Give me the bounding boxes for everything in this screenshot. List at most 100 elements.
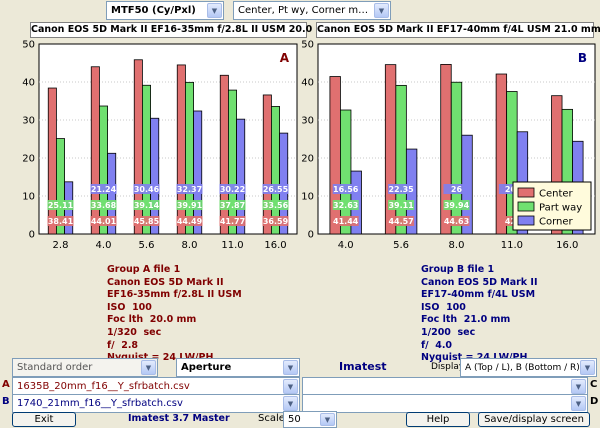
bar-center (219, 74, 229, 235)
means-selector[interactable]: Center, Pt wy, Corner means ▼ (233, 1, 391, 20)
version-label: Imatest 3.7 Master (128, 413, 230, 424)
info-line: EF17-40mm f/4L USM (421, 289, 536, 301)
bar-part-way (395, 84, 407, 235)
chevron-down-icon[interactable]: ▼ (580, 360, 595, 375)
data-label-bg (332, 184, 359, 194)
info-line: Nyquist = 24 LW/PH (421, 352, 527, 364)
info-line: Group B file 1 (421, 264, 495, 275)
panel-a-title: Canon EOS 5D Mark II EF16-35mm f/2.8L II… (30, 22, 335, 38)
data-label-bg (176, 184, 203, 194)
data-label-bg (47, 200, 74, 210)
chart-a: 0 10 20 30 40 50 A 2.8 4.0 5.6 8.0 11.0 16.0 38.41 25.… (22, 40, 298, 250)
data-label: 39.91 (177, 201, 203, 210)
data-label: 39.94 (444, 201, 470, 210)
bar-corner (193, 110, 203, 235)
x-tick-label: 16.0 (264, 240, 286, 250)
data-label: 33.68 (91, 201, 117, 210)
mtf-selector-value: MTF50 (Cy/Pxl) (111, 5, 196, 16)
data-label: 44.63 (444, 217, 469, 226)
data-label-bg (176, 200, 203, 210)
save-display-button[interactable]: Save/display screen (478, 412, 590, 427)
x-axis-selector[interactable]: Aperture ▼ (176, 358, 300, 377)
file-b-selector[interactable]: 1740_21mm_f16__Y_sfrbatch.csv ▼ (12, 394, 300, 413)
data-label: 26. (505, 185, 519, 194)
data-label-bg (90, 184, 117, 194)
bar-part-way (340, 109, 352, 235)
data-label-bg (498, 184, 525, 194)
file-d-label: D (590, 396, 599, 407)
y-tick-label: 50 (22, 40, 35, 51)
mtf-selector[interactable]: MTF50 (Cy/Pxl) ▼ (106, 1, 224, 20)
y-tick-label: 40 (22, 78, 35, 89)
x-tick-label: 4.0 (96, 240, 112, 250)
chevron-down-icon[interactable]: ▼ (207, 3, 222, 18)
data-label: 38.41 (48, 217, 74, 226)
x-tick-label: 5.6 (393, 240, 409, 250)
group-a-info: Group A file 1 Canon EOS 5D Mark II EF16-3… (107, 264, 242, 365)
data-label: 44.01 (91, 217, 117, 226)
group-b-info: Group B file 1 Canon EOS 5D Mark II EF17-4… (421, 264, 538, 365)
bar-part-way (142, 84, 151, 235)
x-tick-label: 16.0 (556, 240, 578, 250)
legend-label: Center (539, 189, 574, 200)
data-label: 21.24 (91, 185, 117, 194)
data-label-bg (219, 216, 246, 226)
bar-corner (150, 117, 160, 235)
x-tick-label: 11.0 (221, 240, 243, 250)
y-tick-label: 10 (301, 192, 314, 203)
file-b-label: B (2, 396, 10, 407)
scale-value: 50 (288, 414, 301, 425)
y-tick-label: 30 (301, 116, 314, 127)
scale-selector[interactable]: 50 ▼ (283, 411, 337, 428)
data-label: 16.56 (333, 185, 359, 194)
file-c-label: C (590, 379, 598, 390)
chevron-down-icon[interactable]: ▼ (374, 3, 389, 18)
chevron-down-icon[interactable]: ▼ (571, 396, 586, 411)
bar-center (329, 76, 341, 235)
x-tick-label: 8.0 (182, 240, 198, 250)
chevron-down-icon[interactable]: ▼ (141, 360, 156, 375)
x-tick-label: 2.8 (53, 240, 69, 250)
file-d-selector[interactable]: ▼ (302, 394, 588, 413)
info-line: Group A file 1 (107, 264, 181, 275)
data-label: 26.55 (263, 185, 289, 194)
data-label-bg (498, 216, 525, 226)
chevron-down-icon[interactable]: ▼ (283, 379, 298, 394)
info-line: f/ 4.0 (421, 339, 453, 351)
legend-label: Part way (539, 203, 582, 214)
bar-center (262, 94, 272, 235)
y-tick-label: 50 (301, 40, 314, 51)
data-label-bg (262, 200, 289, 210)
data-label-bg (90, 216, 117, 226)
bar-part-way (99, 105, 108, 235)
y-tick-label: 10 (22, 192, 35, 203)
order-selector[interactable]: Standard order ▼ (12, 358, 158, 377)
app-name: Imatest (339, 360, 387, 373)
data-label-bg (443, 184, 470, 194)
display-selector[interactable]: A (Top / L), B (Bottom / R) ▼ (460, 358, 597, 377)
data-label-bg (133, 184, 160, 194)
chevron-down-icon[interactable]: ▼ (320, 413, 335, 426)
info-line: EF16-35mm f/2.8L II USM (107, 289, 242, 301)
help-button[interactable]: Help (406, 412, 470, 427)
data-label-bg (388, 216, 415, 226)
chevron-down-icon[interactable]: ▼ (571, 379, 586, 394)
info-line: ISO 100 (421, 301, 466, 313)
bar-corner (279, 132, 289, 235)
data-label-bg (388, 200, 415, 210)
data-label-bg (262, 184, 289, 194)
panel-letter: B (578, 51, 587, 65)
exit-button[interactable]: Exit (12, 412, 76, 427)
file-b-value: 1740_21mm_f16__Y_sfrbatch.csv (17, 398, 183, 409)
display-label: Display (431, 362, 465, 372)
bar-part-way (271, 106, 280, 235)
chevron-down-icon[interactable]: ▼ (283, 360, 298, 375)
data-label-bg (332, 216, 359, 226)
data-label: 26 (451, 185, 463, 194)
legend-swatch (517, 201, 535, 212)
x-tick-label: 5.6 (139, 240, 155, 250)
data-label: 32.63 (333, 201, 358, 210)
data-label: 32.37 (177, 185, 202, 194)
data-label-bg (219, 200, 246, 210)
chevron-down-icon[interactable]: ▼ (283, 396, 298, 411)
